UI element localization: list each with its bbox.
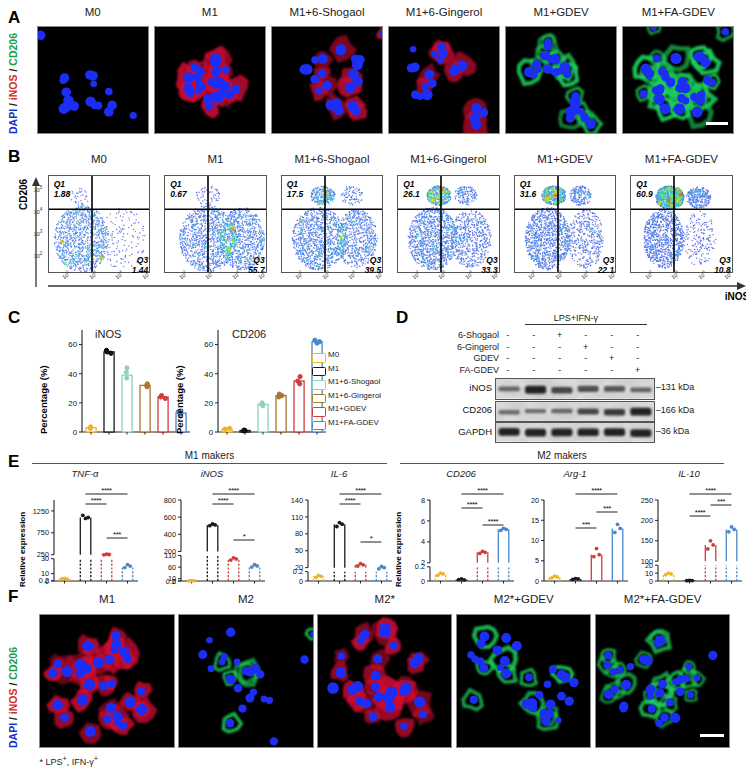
svg-text:0: 0 <box>649 577 653 585</box>
svg-text:60: 60 <box>204 340 213 349</box>
svg-text:0: 0 <box>299 577 303 585</box>
svg-text:140: 140 <box>291 496 303 505</box>
svg-text:***: *** <box>603 504 611 513</box>
svg-text:****: **** <box>467 500 478 509</box>
svg-text:20: 20 <box>531 496 539 505</box>
svg-text:****: **** <box>355 486 366 495</box>
svg-text:*: * <box>370 534 373 543</box>
svg-text:250: 250 <box>641 496 653 505</box>
svg-text:***: *** <box>113 530 121 539</box>
svg-text:40: 40 <box>68 370 77 379</box>
svg-text:150: 150 <box>641 536 653 545</box>
svg-text:200: 200 <box>164 547 176 556</box>
svg-text:10: 10 <box>531 536 539 545</box>
svg-text:20: 20 <box>204 399 213 408</box>
svg-text:20: 20 <box>68 399 77 408</box>
svg-text:0: 0 <box>535 577 539 585</box>
svg-text:10: 10 <box>41 569 49 578</box>
svg-text:10: 10 <box>645 569 653 578</box>
svg-text:100: 100 <box>641 557 653 566</box>
svg-text:15: 15 <box>531 516 539 525</box>
svg-text:200: 200 <box>641 516 653 525</box>
svg-text:1250: 1250 <box>33 507 49 516</box>
svg-text:800: 800 <box>164 496 176 505</box>
svg-text:4: 4 <box>421 537 425 546</box>
svg-text:750: 750 <box>37 528 49 537</box>
svg-text:6: 6 <box>421 517 425 526</box>
svg-text:60: 60 <box>68 340 77 349</box>
svg-text:400: 400 <box>164 530 176 539</box>
svg-text:****: **** <box>345 496 356 505</box>
svg-text:****: **** <box>101 486 112 495</box>
svg-text:2: 2 <box>421 558 425 567</box>
svg-text:110: 110 <box>291 513 303 522</box>
svg-text:****: **** <box>705 486 716 495</box>
svg-text:80: 80 <box>295 529 303 538</box>
svg-text:****: **** <box>477 486 488 495</box>
svg-text:****: **** <box>91 496 102 505</box>
svg-text:****: **** <box>228 486 239 495</box>
svg-text:60: 60 <box>168 563 176 572</box>
svg-text:600: 600 <box>164 513 176 522</box>
svg-text:5: 5 <box>535 556 539 565</box>
svg-text:****: **** <box>218 496 229 505</box>
svg-text:50: 50 <box>295 546 303 555</box>
svg-text:****: **** <box>695 508 706 517</box>
svg-text:****: **** <box>591 486 602 495</box>
svg-text:250: 250 <box>37 550 49 559</box>
svg-text:*: * <box>243 532 246 541</box>
svg-text:20: 20 <box>295 563 303 572</box>
svg-text:***: *** <box>717 497 725 506</box>
svg-text:10: 10 <box>168 574 176 583</box>
svg-text:0: 0 <box>421 577 425 585</box>
svg-text:40: 40 <box>204 370 213 379</box>
svg-text:0: 0 <box>73 428 78 436</box>
svg-text:8: 8 <box>421 496 425 505</box>
svg-text:***: *** <box>582 520 590 529</box>
svg-text:0: 0 <box>209 428 214 436</box>
svg-text:****: **** <box>488 517 499 526</box>
